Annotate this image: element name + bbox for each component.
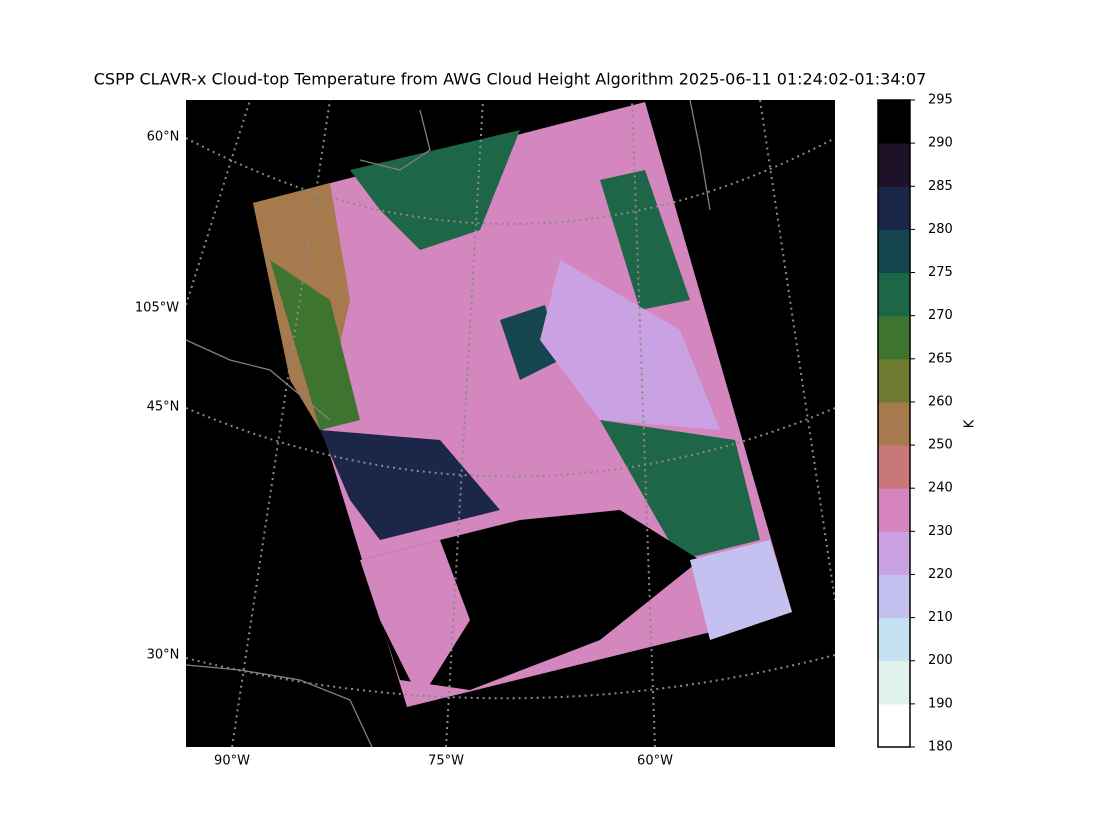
colorbar-segment — [878, 703, 910, 748]
colorbar-tick-label: 220 — [928, 567, 953, 582]
colorbar-tick-label: 230 — [928, 524, 953, 539]
colorbar-segment — [878, 229, 910, 274]
colorbar-segment — [878, 358, 910, 403]
colorbar-segment — [878, 531, 910, 575]
lon-label: 90°W — [214, 754, 250, 769]
graticule — [186, 407, 835, 478]
colorbar-segment — [878, 574, 910, 619]
graticule — [231, 100, 331, 747]
colorbar-segment — [878, 315, 910, 360]
colorbar-tick-label: 190 — [928, 696, 953, 711]
lon-label: 60°W — [637, 754, 673, 769]
colorbar-segment — [878, 660, 910, 705]
colorbar-tick-label: 270 — [928, 308, 953, 323]
colorbar: 180 190 200 210 220 230 240 250 260 265 270 275 280 2… — [877, 93, 953, 755]
cloud-region — [350, 130, 520, 250]
lat-label: 105°W — [135, 301, 179, 316]
colorbar-label: K — [963, 419, 978, 428]
colorbar-tick-label: 240 — [928, 481, 953, 496]
map: 60°N 105°W 45°N 30°N 90°W 75°W 60°W — [135, 100, 835, 769]
coastline — [186, 100, 711, 747]
colorbar-tick-label: 200 — [928, 653, 953, 668]
cloud-region — [600, 420, 760, 560]
colorbar-segment — [878, 401, 910, 446]
colorbar-tick-label: 285 — [928, 179, 953, 194]
colorbar-tick-label: 275 — [928, 265, 953, 280]
colorbar-tick-label: 250 — [928, 438, 953, 453]
cloud-region — [690, 540, 792, 640]
colorbar-tick-label: 290 — [928, 136, 953, 151]
cloud-region — [320, 430, 500, 540]
colorbar-frame — [877, 99, 911, 748]
title: CSPP CLAVR-x Cloud-top Temperature from … — [94, 70, 927, 89]
colorbar-segment — [878, 143, 910, 187]
colorbar-segment — [878, 488, 910, 532]
colorbar-tick-label: 265 — [928, 351, 953, 366]
colorbar-tick-label: 295 — [928, 93, 953, 108]
cloud-region — [600, 170, 690, 310]
colorbar-tick-label: 210 — [928, 610, 953, 625]
cloud-region — [360, 540, 470, 700]
cloud-region — [540, 260, 720, 430]
colorbar-segment — [878, 617, 910, 662]
colorbar-segment — [878, 186, 910, 230]
lat-label: 45°N — [147, 400, 180, 415]
graticule — [445, 100, 484, 747]
colorbar-segment — [878, 100, 910, 144]
colorbar-tick-label: 280 — [928, 222, 953, 237]
colorbar-tick-label: 260 — [928, 394, 953, 409]
colorbar-tick-label: 180 — [928, 740, 953, 755]
lat-label: 30°N — [147, 648, 180, 663]
graticule — [186, 137, 835, 225]
graticule — [759, 100, 835, 601]
colorbar-segment — [878, 272, 910, 317]
lat-label: 60°N — [147, 130, 180, 145]
cloud-region — [270, 260, 360, 430]
lon-label: 75°W — [428, 754, 464, 769]
colorbar-segment — [878, 445, 910, 489]
